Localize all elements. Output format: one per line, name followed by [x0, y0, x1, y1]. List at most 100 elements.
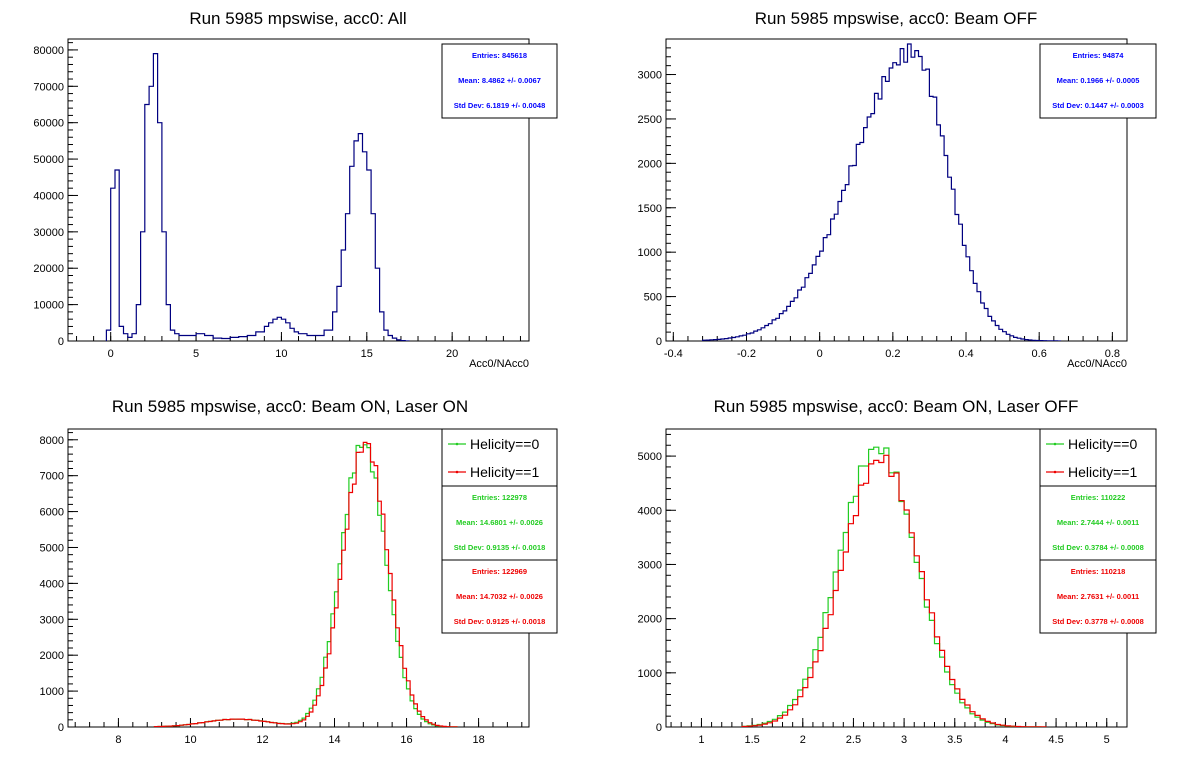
x-tick-label: 15: [361, 348, 373, 360]
x-tick-label: 10: [184, 734, 196, 746]
stats-entries: Entries: 122978: [472, 493, 527, 502]
x-tick-label: -0.2: [737, 348, 756, 360]
y-tick-label: 30000: [33, 227, 64, 239]
y-tick-label: 1000: [638, 668, 662, 680]
x-tick-label: -0.4: [664, 348, 683, 360]
stats-mean: Mean: 0.1966 +/- 0.0005: [1057, 76, 1140, 85]
histogram-series-2: [741, 454, 1047, 727]
x-axis-label: Acc0/NAcc0: [469, 358, 529, 370]
legend-label: Helicity==1: [470, 464, 539, 480]
y-tick-label: 1000: [638, 247, 662, 259]
chart-title: Run 5985 mpswise, acc0: Beam ON, Laser O…: [112, 397, 468, 416]
y-tick-label: 1500: [638, 203, 662, 215]
y-tick-label: 2000: [40, 650, 64, 662]
x-tick-label: 0.8: [1105, 348, 1120, 360]
x-tick-label: 0.4: [958, 348, 973, 360]
x-tick-label: 3: [901, 734, 907, 746]
legend-label: Helicity==0: [1068, 436, 1137, 452]
y-tick-label: 0: [656, 722, 662, 734]
histogram-series-1: [153, 444, 458, 727]
x-tick-label: 20: [446, 348, 458, 360]
x-tick-label: 0: [108, 348, 114, 360]
stats-box: [441, 43, 558, 119]
stats-box: [441, 428, 558, 634]
y-tick-label: 4000: [40, 578, 64, 590]
histogram-series-1: [702, 43, 1062, 341]
histogram-series-1: [105, 53, 410, 341]
stats-mean: Mean: 2.7444 +/- 0.0011: [1057, 518, 1139, 527]
chart-title: Run 5985 mpswise, acc0: All: [189, 9, 406, 28]
x-tick-label: 0.2: [885, 348, 900, 360]
y-tick-label: 2500: [638, 114, 662, 126]
histogram-panel-4: Run 5985 mpswise, acc0: Beam ON, Laser O…: [638, 397, 1157, 746]
chart-title: Run 5985 mpswise, acc0: Beam ON, Laser O…: [714, 397, 1079, 416]
y-tick-label: 2000: [638, 614, 662, 626]
x-tick-label: 1.5: [744, 734, 759, 746]
stats-entries: Entries: 122969: [472, 567, 527, 576]
y-tick-label: 60000: [33, 118, 64, 130]
x-tick-label: 2.5: [846, 734, 861, 746]
y-tick-label: 500: [644, 292, 662, 304]
legend-label: Helicity==0: [470, 436, 539, 452]
x-tick-label: 5: [193, 348, 199, 360]
y-tick-label: 20000: [33, 263, 64, 275]
y-tick-label: 40000: [33, 190, 64, 202]
stats-mean: Mean: 2.7631 +/- 0.0011: [1057, 592, 1139, 601]
y-tick-label: 4000: [638, 505, 662, 517]
y-tick-label: 7000: [40, 471, 64, 483]
y-tick-label: 0: [58, 722, 64, 734]
histogram-series-2: [153, 441, 458, 727]
x-tick-label: 14: [328, 734, 340, 746]
stats-mean: Mean: 14.7032 +/- 0.0026: [456, 592, 543, 601]
legend-dot: [455, 470, 459, 474]
stats-stddev: Std Dev: 0.3784 +/- 0.0008: [1052, 543, 1144, 552]
histogram-panel-2: Run 5985 mpswise, acc0: Beam OFF 0 500 1000…: [638, 9, 1157, 370]
y-tick-label: 80000: [33, 45, 64, 57]
stats-mean: Mean: 8.4862 +/- 0.0067: [458, 76, 541, 85]
y-tick-label: 3000: [638, 559, 662, 571]
x-tick-label: 16: [400, 734, 412, 746]
y-tick-label: 5000: [40, 542, 64, 554]
stats-entries: Entries: 845618: [472, 51, 527, 60]
y-tick-label: 3000: [638, 70, 662, 82]
y-tick-label: 50000: [33, 154, 64, 166]
x-tick-label: 18: [472, 734, 484, 746]
stats-stddev: Std Dev: 0.1447 +/- 0.0003: [1052, 101, 1144, 110]
y-tick-label: 0: [656, 336, 662, 348]
stats-entries: Entries: 110218: [1071, 567, 1126, 576]
x-tick-label: 12: [256, 734, 268, 746]
stats-entries: Entries: 94874: [1073, 51, 1125, 60]
y-tick-label: 2000: [638, 158, 662, 170]
stats-mean: Mean: 14.6801 +/- 0.0026: [456, 518, 543, 527]
histogram-series-1: [741, 446, 1046, 727]
x-tick-label: 0: [817, 348, 823, 360]
y-tick-label: 5000: [638, 451, 662, 463]
y-tick-label: 3000: [40, 614, 64, 626]
stats-box: [1039, 43, 1157, 119]
y-tick-label: 0: [58, 336, 64, 348]
stats-stddev: Std Dev: 0.9125 +/- 0.0018: [454, 617, 546, 626]
legend-dot: [1053, 442, 1057, 446]
y-tick-label: 8000: [40, 435, 64, 447]
x-tick-label: 3.5: [947, 734, 962, 746]
x-tick-label: 2: [800, 734, 806, 746]
histogram-panel-3: Run 5985 mpswise, acc0: Beam ON, Laser O…: [40, 397, 558, 746]
x-tick-label: 10: [275, 348, 287, 360]
x-tick-label: 5: [1104, 734, 1110, 746]
legend-dot: [1053, 470, 1057, 474]
histogram-panel-1: Run 5985 mpswise, acc0: All 0 10000 20000 30…: [33, 9, 558, 370]
stats-entries: Entries: 110222: [1071, 493, 1126, 502]
stats-box: [1039, 428, 1157, 634]
x-tick-label: 0.6: [1032, 348, 1047, 360]
y-tick-label: 6000: [40, 507, 64, 519]
y-tick-label: 10000: [33, 300, 64, 312]
stats-stddev: Std Dev: 6.1819 +/- 0.0048: [454, 101, 546, 110]
x-tick-label: 1: [698, 734, 704, 746]
chart-title: Run 5985 mpswise, acc0: Beam OFF: [755, 9, 1038, 28]
x-axis-label: Acc0/NAcc0: [1067, 358, 1127, 370]
stats-stddev: Std Dev: 0.3778 +/- 0.0008: [1052, 617, 1144, 626]
x-tick-label: 8: [115, 734, 121, 746]
x-tick-label: 4.5: [1048, 734, 1063, 746]
stats-stddev: Std Dev: 0.9135 +/- 0.0018: [454, 543, 546, 552]
